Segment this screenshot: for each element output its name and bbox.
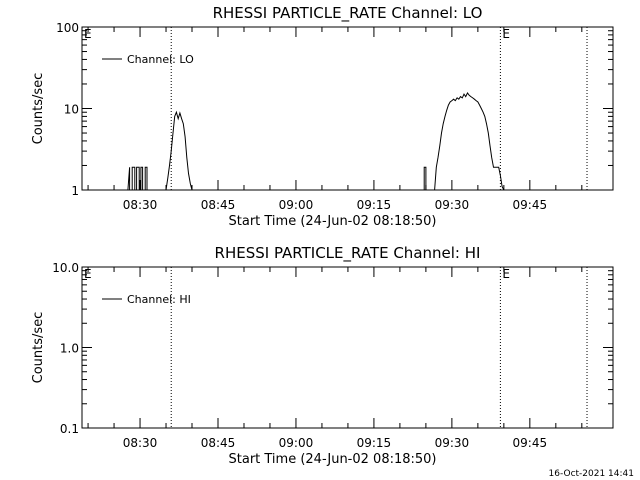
x-tick-label: 08:30 bbox=[123, 436, 158, 450]
x-tick-label: 09:30 bbox=[435, 198, 470, 212]
chart-panel-0: RHESSI PARTICLE_RATE Channel: LO 1 10 100 08… bbox=[31, 4, 614, 229]
y-tick-label: 100 bbox=[56, 21, 79, 35]
y-tick-label: 0.1 bbox=[60, 422, 79, 436]
series-line-0 bbox=[127, 92, 505, 191]
x-axis-label: Start Time (24-Jun-02 08:18:50) bbox=[229, 452, 437, 467]
y-tick-label: 1 bbox=[71, 184, 79, 198]
legend-entry: Channel: LO bbox=[127, 53, 194, 66]
x-tick-label: 09:45 bbox=[513, 198, 548, 212]
chart-title: RHESSI PARTICLE_RATE Channel: HI bbox=[215, 244, 481, 263]
x-tick-label: 09:00 bbox=[279, 198, 314, 212]
y-tick-label: 10 bbox=[64, 103, 79, 117]
x-tick-label: 09:00 bbox=[279, 436, 314, 450]
chart-panel-1: RHESSI PARTICLE_RATE Channel: HI 0.1 1.0 10… bbox=[31, 244, 614, 467]
y-axis-label: Counts/sec bbox=[31, 312, 46, 384]
chart-title: RHESSI PARTICLE_RATE Channel: LO bbox=[213, 4, 483, 23]
x-tick-label: 08:45 bbox=[201, 198, 236, 212]
x-tick-label: 09:15 bbox=[357, 436, 392, 450]
x-tick-label: 09:30 bbox=[435, 436, 470, 450]
event-marker-label: E bbox=[84, 267, 92, 281]
y-axis-label: Counts/sec bbox=[31, 73, 46, 145]
x-tick-label: 09:15 bbox=[357, 198, 392, 212]
x-tick-label: 08:30 bbox=[123, 198, 158, 212]
legend-entry: Channel: HI bbox=[127, 293, 191, 306]
x-axis-label: Start Time (24-Jun-02 08:18:50) bbox=[229, 214, 437, 229]
x-tick-label: 09:45 bbox=[513, 436, 548, 450]
y-tick-label: 1.0 bbox=[60, 342, 79, 356]
x-tick-label: 08:45 bbox=[201, 436, 236, 450]
y-tick-label: 10.0 bbox=[52, 261, 79, 275]
event-marker-label: E bbox=[502, 27, 510, 41]
event-marker-label: E bbox=[502, 267, 510, 281]
timestamp: 16-Oct-2021 14:41 bbox=[549, 469, 634, 479]
event-marker-label: E bbox=[84, 27, 92, 41]
